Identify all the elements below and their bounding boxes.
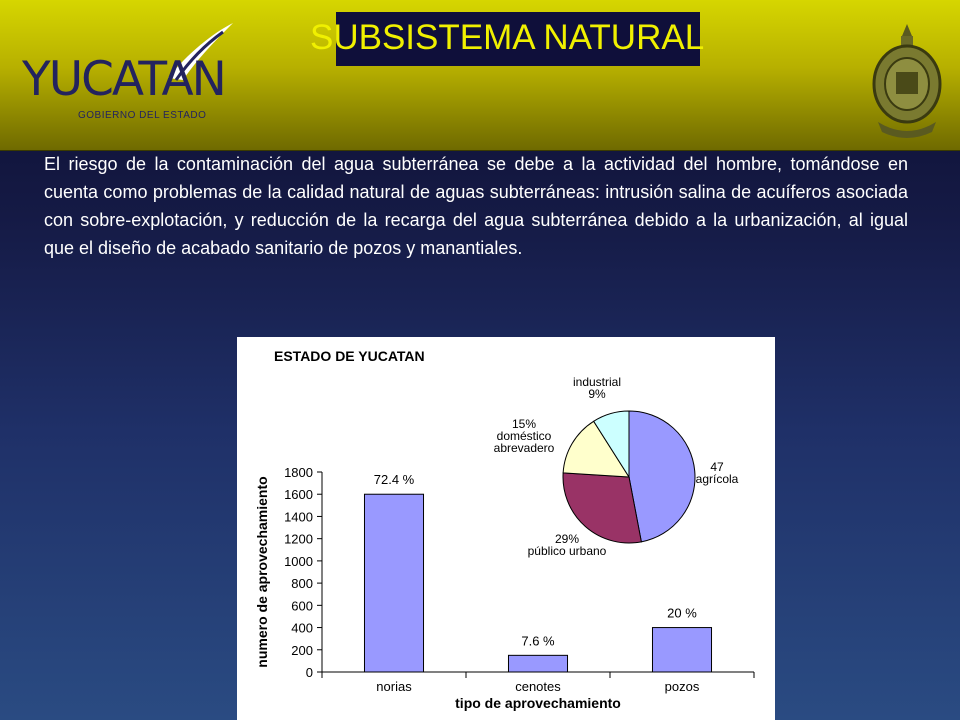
bar [651, 627, 713, 673]
title-background [336, 12, 700, 66]
pie-slice-label: 29% [555, 532, 579, 546]
pie-slice-label: 9% [588, 387, 606, 401]
logo-text: YUCATAN [22, 52, 227, 107]
x-tick-label: norias [376, 679, 412, 694]
y-tick-label: 800 [291, 576, 313, 591]
pie-slice [562, 420, 630, 478]
x-tick-label: cenotes [515, 679, 561, 694]
y-tick-label: 1800 [284, 465, 313, 480]
university-crest-icon [872, 24, 942, 138]
page-title: SUBSISTEMA NATURAL [310, 18, 705, 57]
body-paragraph: El riesgo de la contaminación del agua s… [44, 154, 908, 258]
y-tick-label: 1200 [284, 532, 313, 547]
pie-slice [628, 410, 696, 543]
y-tick-label: 0 [306, 665, 313, 680]
y-tick-label: 1400 [284, 509, 313, 524]
y-tick-label: 400 [291, 621, 313, 636]
chart-panel: ESTADO DE YUCATAN 0 200 400 600 800 1000 1200 14… [237, 337, 775, 720]
x-axis-label: tipo de aprovechamiento [455, 695, 621, 711]
bar-data-label: 20 % [667, 606, 697, 621]
header-banner: YUCATAN GOBIERNO DEL ESTADO SUBSISTEMA N… [0, 0, 960, 151]
pie-slice [562, 472, 642, 544]
bar [363, 493, 425, 673]
y-tick-label: 1000 [284, 554, 313, 569]
bar-data-label: 72.4 % [374, 472, 415, 487]
pie-slice-label: doméstico [497, 429, 552, 443]
bar-data-label: 7.6 % [521, 633, 555, 648]
yucatan-logo: YUCATAN GOBIERNO DEL ESTADO [18, 18, 258, 128]
pie-slice-label: abrevadero [494, 441, 555, 455]
y-tick-label: 1600 [284, 487, 313, 502]
pie-slice-label: agrícola [696, 472, 739, 486]
y-tick-label: 200 [291, 643, 313, 658]
pie-slice-label: 47 [710, 460, 724, 474]
chart-title: ESTADO DE YUCATAN [274, 348, 425, 364]
y-tick-label: 600 [291, 598, 313, 613]
pie-slice-label: industrial [573, 375, 621, 389]
x-tick-label: pozos [665, 679, 700, 694]
pie-slice-label: 15% [512, 417, 536, 431]
pie-slice [592, 410, 630, 479]
logo-subtitle: GOBIERNO DEL ESTADO [78, 110, 207, 121]
chart-svg: ESTADO DE YUCATAN 0 200 400 600 800 1000 1200 14… [254, 348, 755, 711]
logo-swoosh-icon [168, 23, 233, 81]
bar [507, 654, 569, 673]
y-axis-label: numero de aprovechamiento [254, 476, 270, 667]
pie-slice-label: público urbano [528, 544, 607, 558]
